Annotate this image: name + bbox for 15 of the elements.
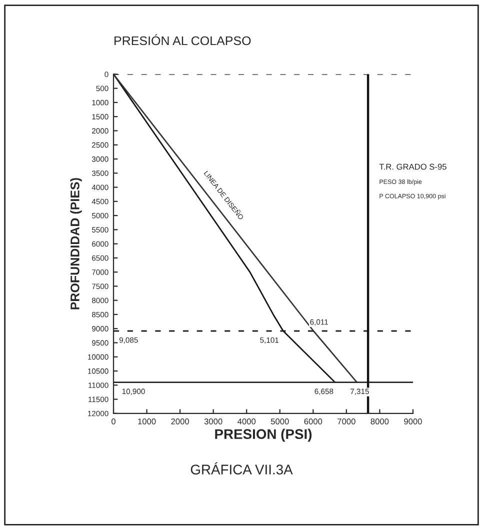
x-tick-label: 0: [112, 418, 116, 424]
x-axis-title: PRESION (PSI): [215, 428, 312, 442]
x-tick-label: 4000: [238, 418, 256, 424]
x-tick-label: 6000: [304, 418, 322, 424]
x-tick-label: 9000: [404, 418, 422, 424]
x-tick-label: 3000: [204, 418, 222, 424]
text: GRÁFICA VII.3A: [190, 462, 293, 474]
x-tick-label: 5000: [270, 418, 289, 424]
chart-title: PRESIÓN AL COLAPSO: [114, 34, 251, 46]
annotation: T.R. GRADO S-95: [379, 164, 446, 170]
x-tick-label: 2000: [171, 418, 189, 424]
y-axis-title: PROFUNDIDAD (PIES): [70, 178, 82, 310]
x-tick-label: 8000: [370, 418, 389, 424]
x-tick-label: 1000: [138, 418, 156, 424]
x-tick-label: 7000: [338, 418, 356, 424]
